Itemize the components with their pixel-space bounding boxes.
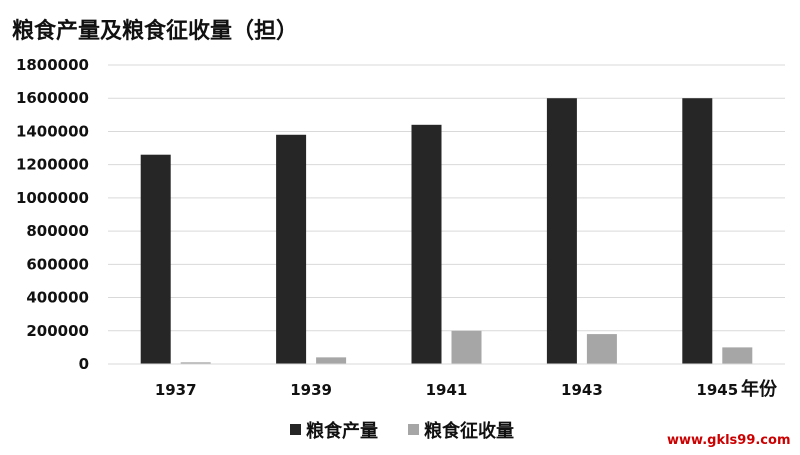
x-tick-label: 1945 <box>696 381 738 399</box>
y-tick-label: 1800000 <box>16 56 89 74</box>
x-axis-label: 年份 <box>741 378 778 400</box>
bar-production-1945 <box>682 98 713 364</box>
bar-levy-1937 <box>180 362 211 364</box>
x-tick-label: 1937 <box>155 381 197 399</box>
y-tick-label: 0 <box>79 355 89 373</box>
y-tick-label: 1400000 <box>16 122 89 140</box>
y-tick-label: 600000 <box>26 255 89 273</box>
legend-label: 粮食产量 <box>306 420 378 442</box>
bar-production-1937 <box>140 154 171 364</box>
y-tick-label: 1600000 <box>16 89 89 107</box>
legend-swatch <box>290 424 301 435</box>
y-tick-label: 1000000 <box>16 189 89 207</box>
legend-swatch <box>408 424 419 435</box>
bar-production-1943 <box>546 98 577 364</box>
legend: 粮食产量 粮食征收量 <box>290 420 514 442</box>
bars <box>140 98 753 364</box>
bar-production-1941 <box>411 124 442 364</box>
chart-title: 粮食产量及粮食征收量（担） <box>12 18 298 44</box>
x-tick-label: 1943 <box>561 381 603 399</box>
bar-levy-1945 <box>722 347 753 364</box>
bar-levy-1939 <box>316 357 347 364</box>
x-axis-ticks: 1937 1939 1941 1943 1945 <box>155 381 738 399</box>
y-tick-label: 1200000 <box>16 156 89 174</box>
bar-production-1939 <box>276 134 307 364</box>
y-tick-label: 400000 <box>26 289 89 307</box>
x-tick-label: 1939 <box>290 381 332 399</box>
legend-label: 粮食征收量 <box>424 420 514 442</box>
x-tick-label: 1941 <box>426 381 468 399</box>
grid-lines <box>108 64 785 332</box>
watermark-text: www.gkls99.com <box>667 433 791 448</box>
y-tick-label: 800000 <box>26 222 89 240</box>
y-axis-ticks: 0 200000 400000 600000 800000 1000000 1200000 1… <box>16 56 89 373</box>
bar-levy-1941 <box>451 330 482 364</box>
y-tick-label: 200000 <box>26 322 89 340</box>
bar-levy-1943 <box>586 334 617 364</box>
